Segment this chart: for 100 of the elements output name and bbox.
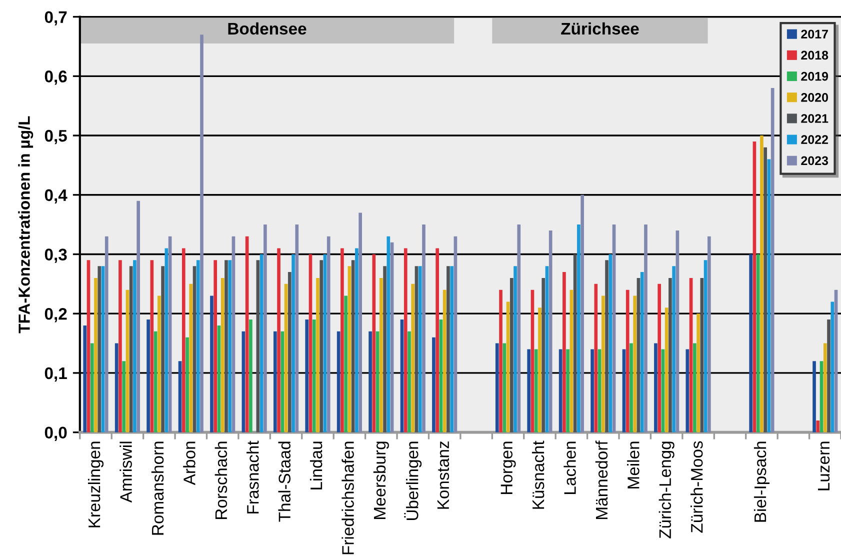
bar (636, 278, 640, 432)
bar (133, 260, 136, 432)
bar (686, 349, 690, 432)
legend-label: 2022 (801, 135, 828, 144)
bar (534, 349, 538, 432)
bar (210, 296, 214, 432)
bar (164, 248, 168, 432)
bar (517, 224, 521, 432)
bar (358, 212, 362, 432)
y-tick-label: 0,6 (44, 70, 67, 85)
legend-label: 2020 (801, 92, 828, 102)
bar (545, 266, 549, 432)
x-tick-label: Kreuzlingen (88, 442, 104, 528)
bar (601, 296, 605, 432)
y-tick-label: 0,1 (44, 367, 67, 382)
bar (664, 308, 668, 432)
bar (499, 290, 502, 432)
bar (812, 361, 816, 432)
bar (756, 254, 760, 432)
bar (594, 284, 598, 432)
bar (312, 320, 316, 432)
x-tick-label: Lindau (310, 442, 322, 490)
bar (506, 302, 510, 432)
bar (514, 266, 517, 432)
bar (668, 278, 672, 432)
bar (689, 278, 693, 432)
bar (450, 266, 454, 432)
x-tick-label: Friedrichshafen (342, 442, 354, 554)
bar (344, 296, 348, 432)
bar (640, 272, 644, 432)
bar (114, 343, 118, 432)
bar (633, 296, 637, 432)
bar (404, 248, 408, 432)
legend-label: 2017 (801, 30, 828, 39)
x-tick-label: Meersburg (373, 442, 389, 519)
bar (94, 278, 98, 432)
bar (217, 325, 221, 432)
bar (277, 248, 280, 432)
bar (284, 284, 288, 432)
bar (83, 325, 87, 432)
x-tick-label: Romanshorn (151, 442, 164, 535)
bar (305, 320, 309, 432)
bar (598, 349, 602, 432)
bar (411, 284, 415, 432)
bar (422, 224, 426, 432)
bar (767, 159, 771, 432)
bar (654, 343, 658, 432)
bar (380, 278, 383, 432)
bar (228, 260, 232, 432)
bar (558, 349, 562, 432)
bar (418, 266, 422, 432)
bar (242, 331, 246, 432)
legend-label: 2023 (801, 156, 828, 166)
bar (823, 343, 827, 432)
bar (249, 320, 252, 432)
bar (214, 260, 218, 432)
x-tick-label: Horgen (500, 442, 516, 494)
bar (834, 290, 838, 432)
x-tick-label: Männedorf (595, 440, 608, 519)
x-tick-label: Meilen (627, 442, 640, 488)
bar (708, 236, 711, 432)
bar (154, 331, 158, 432)
bar (442, 290, 446, 432)
bar (150, 260, 154, 432)
x-tick-label: Frasnacht (246, 440, 259, 514)
bar (86, 260, 90, 432)
y-tick-label: 0,4 (44, 189, 68, 204)
bar (573, 254, 577, 432)
bar (383, 266, 386, 432)
y-tick-label: 0,7 (44, 11, 67, 26)
bar (622, 349, 626, 432)
bar (186, 337, 189, 432)
bar (580, 194, 584, 432)
bar (386, 236, 390, 432)
y-tick-label: 0,2 (44, 308, 67, 322)
bar (224, 260, 228, 432)
legend-label: 2019 (801, 72, 828, 81)
bar (530, 290, 534, 432)
bar (676, 230, 680, 432)
bar (672, 266, 676, 432)
bar (414, 266, 418, 432)
x-tick-label: Überlingen (404, 442, 422, 520)
bar (527, 349, 531, 432)
bar (408, 331, 411, 432)
bar (295, 224, 299, 432)
bar (348, 266, 352, 432)
band-label: Zürichsee (561, 22, 639, 35)
x-tick-label: Zürich-Lengg (658, 442, 674, 538)
bar (200, 34, 204, 432)
bar (323, 254, 327, 432)
bar (693, 343, 696, 432)
y-tick-label: 0,5 (44, 130, 67, 144)
bar (126, 290, 130, 432)
x-tick-label: Biel-Ipsach (754, 442, 770, 522)
bar (122, 361, 126, 432)
bar (182, 248, 186, 432)
bar (752, 141, 756, 432)
bar (590, 349, 594, 432)
bar (830, 302, 834, 432)
bar (548, 230, 552, 432)
